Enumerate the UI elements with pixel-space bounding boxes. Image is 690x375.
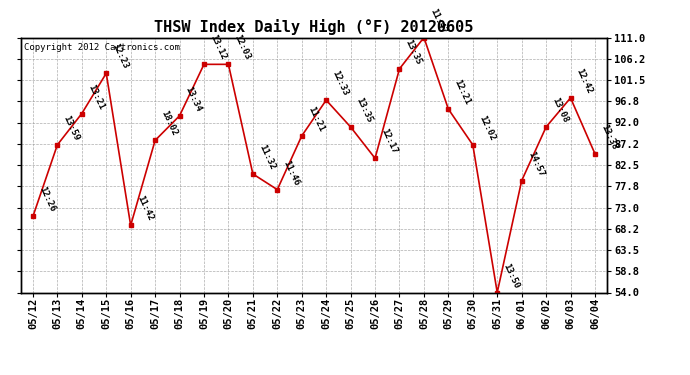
Text: 11:21: 11:21 xyxy=(306,105,326,133)
Text: 11:47: 11:47 xyxy=(428,6,448,35)
Text: 13:34: 13:34 xyxy=(184,85,204,113)
Title: THSW Index Daily High (°F) 20120605: THSW Index Daily High (°F) 20120605 xyxy=(155,19,473,35)
Text: 12:42: 12:42 xyxy=(575,67,594,95)
Text: 13:38: 13:38 xyxy=(599,123,619,151)
Text: 13:50: 13:50 xyxy=(502,261,521,290)
Text: Copyright 2012 Cartronics.com: Copyright 2012 Cartronics.com xyxy=(23,43,179,52)
Text: 12:26: 12:26 xyxy=(37,186,57,214)
Text: 11:32: 11:32 xyxy=(257,143,277,171)
Text: 13:35: 13:35 xyxy=(404,38,423,66)
Text: 12:02: 12:02 xyxy=(477,114,497,142)
Text: 13:08: 13:08 xyxy=(550,96,570,124)
Text: 18:02: 18:02 xyxy=(159,110,179,138)
Text: 13:35: 13:35 xyxy=(355,96,374,124)
Text: 11:46: 11:46 xyxy=(282,159,301,187)
Text: 13:21: 13:21 xyxy=(86,82,106,111)
Text: 12:03: 12:03 xyxy=(233,33,252,62)
Text: 13:12: 13:12 xyxy=(208,33,228,62)
Text: 12:33: 12:33 xyxy=(331,69,350,98)
Text: 12:21: 12:21 xyxy=(453,78,472,106)
Text: 13:59: 13:59 xyxy=(61,114,81,142)
Text: 14:57: 14:57 xyxy=(526,150,545,178)
Text: 12:23: 12:23 xyxy=(110,42,130,70)
Text: 11:42: 11:42 xyxy=(135,195,155,223)
Text: 12:17: 12:17 xyxy=(380,128,399,156)
